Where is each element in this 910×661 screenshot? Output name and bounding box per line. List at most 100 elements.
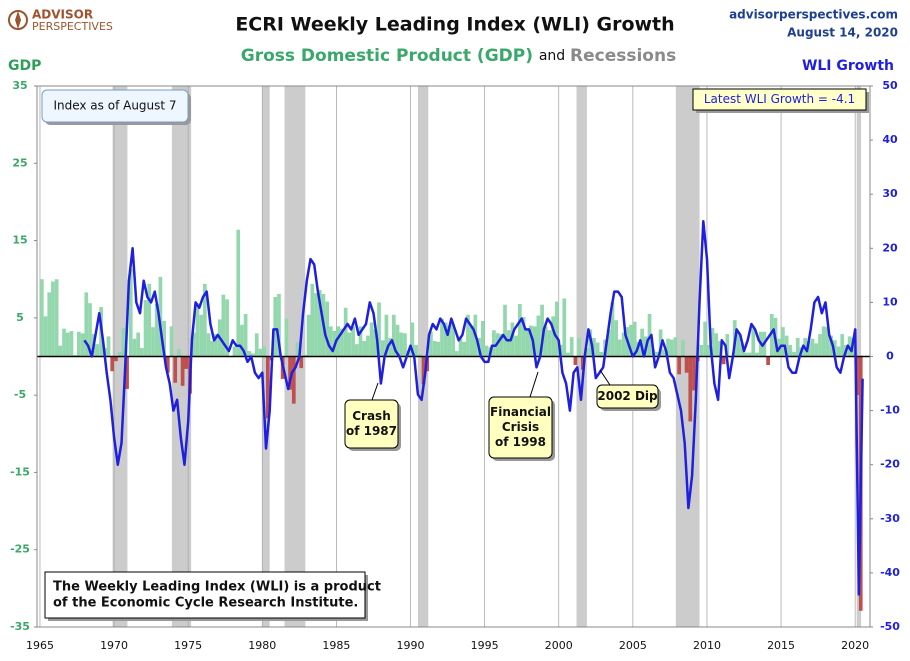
wli-line (83, 220, 864, 596)
x-tick-label: 2000 (545, 639, 573, 652)
gdp-bar (514, 335, 518, 357)
gdp-bar (147, 283, 152, 357)
gdp-bar (458, 338, 463, 357)
gdp-bar (262, 346, 267, 357)
gdp-bar (632, 321, 637, 357)
gdp-bar (203, 283, 207, 357)
y-tick-label: 35 (12, 79, 27, 92)
gdp-bar (314, 293, 318, 357)
gdp-bar (655, 351, 659, 357)
gdp-bar (606, 329, 611, 357)
y2-tick-label: -30 (880, 512, 900, 525)
x-tick-label: 1985 (322, 639, 350, 652)
gdp-bar (677, 356, 682, 375)
gdp-bar (499, 334, 504, 357)
gdp-bar (65, 332, 70, 357)
logo: PERSPECTIVES (32, 20, 113, 33)
gdp-bar (266, 356, 270, 419)
gdp-bar (469, 325, 474, 357)
gdp-bar (169, 326, 174, 357)
gdp-bar (688, 356, 693, 422)
gdp-bar (369, 322, 374, 357)
gdp-bar (818, 334, 822, 357)
gdp-bar (299, 356, 304, 369)
gdp-bar (277, 293, 281, 357)
gdp-bar (251, 353, 255, 357)
gdp-bar (195, 303, 200, 357)
gdp-bar (51, 281, 55, 357)
gdp-bar (666, 338, 670, 357)
gdp-bar (718, 341, 722, 357)
gdp-bar (180, 356, 185, 386)
gdp-bar (336, 326, 341, 357)
gdp-bar (288, 356, 292, 390)
annotation-box (596, 384, 659, 409)
gdp-bar (77, 331, 81, 357)
gdp-bar (569, 337, 574, 357)
gdp-bar (417, 354, 422, 357)
gdp-bar (721, 356, 726, 365)
annotation-text: of 1987 (346, 424, 397, 438)
gdp-bar (543, 326, 548, 357)
annotation-text: Crisis (502, 420, 539, 434)
gdp-bar (807, 341, 811, 357)
gdp-bar (410, 322, 415, 357)
gdp-bar (254, 333, 259, 357)
gdp-bar (462, 341, 467, 357)
annotation-box (344, 399, 399, 449)
y2-tick-label: 40 (882, 133, 898, 146)
gdp-bar (384, 314, 389, 357)
gdp-bar (73, 354, 78, 357)
gdp-bar (173, 356, 178, 383)
gdp-bar (128, 269, 133, 357)
gdp-bar (340, 328, 344, 357)
gdp-bar (618, 339, 622, 357)
y-tick-label: 15 (12, 234, 27, 247)
gdp-bar (47, 292, 52, 357)
gdp-bar (243, 313, 248, 357)
annotation-box (692, 88, 867, 111)
gdp-bar (58, 345, 63, 357)
gdp-bar (158, 276, 163, 357)
gdp-bar (377, 302, 381, 357)
annotation-box (41, 89, 189, 123)
subtitle: Recessions (570, 46, 676, 66)
chart-title: ECRI Weekly Leading Index (WLI) Growth (235, 14, 674, 36)
gdp-bar (69, 330, 74, 357)
gdp-bar (165, 356, 170, 373)
y2-tick-label: -20 (880, 458, 900, 471)
gdp-bar (399, 332, 404, 357)
gdp-bar (284, 318, 289, 357)
x-tick-label: 2020 (841, 639, 869, 652)
annotation-text: 2002 Dip (597, 389, 658, 403)
x-tick-label: 1990 (397, 639, 425, 652)
gdp-bar (403, 333, 407, 357)
gdp-bar (114, 356, 118, 362)
gdp-bar (781, 327, 785, 357)
gdp-bar (577, 337, 581, 357)
date: August 14, 2020 (787, 26, 898, 40)
gdp-bar (725, 334, 730, 357)
gdp-bar (80, 333, 85, 357)
gdp-bar (132, 338, 137, 357)
gdp-bar (492, 330, 496, 357)
gdp-bar (769, 313, 774, 357)
x-tick-label: 1965 (26, 639, 54, 652)
gdp-bar (814, 343, 819, 357)
gdp-bar (662, 349, 667, 357)
gdp-bar (210, 341, 215, 357)
gdp-bar (592, 337, 596, 357)
gdp-bar (744, 352, 748, 357)
callout-pointer (599, 369, 611, 386)
gdp-bar (151, 327, 155, 357)
gdp-bar (740, 343, 745, 357)
gdp-bar (306, 314, 311, 357)
gdp-bar (106, 336, 111, 357)
gdp-bar (669, 339, 674, 357)
x-tick-label: 1975 (174, 639, 202, 652)
logo-icon (15, 11, 21, 29)
gdp-bar (825, 327, 830, 357)
gdp-bar (788, 344, 793, 357)
gdp-bar (681, 340, 685, 357)
